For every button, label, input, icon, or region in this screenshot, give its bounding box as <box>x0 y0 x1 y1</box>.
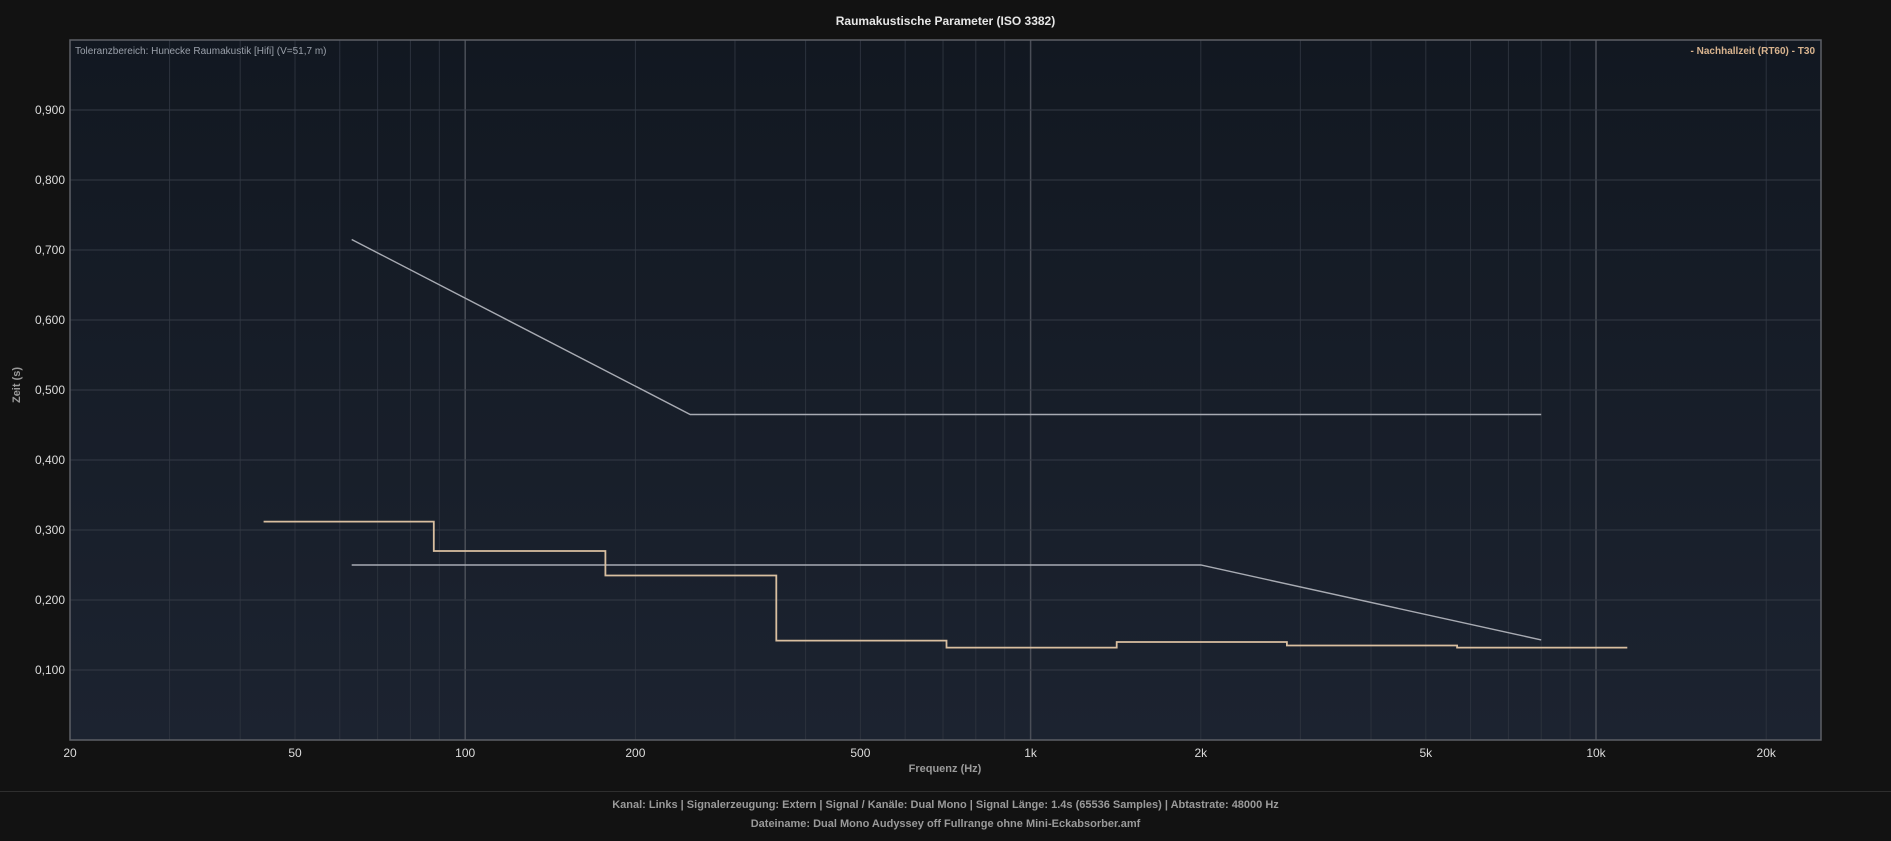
x-tick-label: 1k <box>1024 746 1038 760</box>
x-tick-label: 10k <box>1586 746 1606 760</box>
tolerance-upper-line <box>351 238 1542 416</box>
tolerance-label: Toleranzbereich: Hunecke Raumakustik [Hi… <box>75 46 327 57</box>
x-tick-label: 20k <box>1757 746 1777 760</box>
y-tick-label: 0,200 <box>35 593 65 607</box>
rt60-t30-series-line <box>263 520 1628 649</box>
plot-frame <box>69 39 1822 741</box>
y-tick-label: 0,300 <box>35 523 65 537</box>
tolerance-band <box>351 238 1542 641</box>
x-axis-label: Frequenz (Hz) <box>909 763 982 775</box>
footer-filename: Dateiname: Dual Mono Audyssey off Fullra… <box>750 818 1141 830</box>
footer-info: Kanal: Links | Signalerzeugung: Extern |… <box>612 799 1279 811</box>
y-tick-label: 0,900 <box>35 103 65 117</box>
y-tick-label: 0,800 <box>35 173 65 187</box>
x-tick-label: 200 <box>625 746 645 760</box>
tolerance-lower-line <box>351 564 1542 641</box>
x-tick-label: 100 <box>455 746 475 760</box>
x-tick-label: 5k <box>1419 746 1433 760</box>
series-layer <box>263 520 1628 649</box>
x-tick-label: 500 <box>850 746 870 760</box>
grid <box>70 40 1821 740</box>
x-axis-ticks: 20 50 100 200 500 1k 2k 5k 10k 20k <box>63 746 1777 760</box>
y-tick-label: 0,100 <box>35 663 65 677</box>
x-tick-label: 20 <box>63 746 77 760</box>
y-tick-label: 0,400 <box>35 453 65 467</box>
y-axis-label: Zeit (s) <box>11 367 23 403</box>
chart-title: Raumakustische Parameter (ISO 3382) <box>835 14 1056 28</box>
y-tick-label: 0,700 <box>35 243 65 257</box>
x-tick-label: 2k <box>1194 746 1208 760</box>
footer-divider <box>0 791 1891 792</box>
legend-entry: - Nachhallzeit (RT60) - T30 <box>1691 46 1816 57</box>
y-tick-label: 0,600 <box>35 313 65 327</box>
chart-area: 0,100 0,200 0,300 0,400 0,500 0,600 0,700 0,800… <box>11 39 1822 775</box>
y-axis-ticks: 0,100 0,200 0,300 0,400 0,500 0,600 0,700 0,800… <box>35 103 65 677</box>
y-tick-label: 0,500 <box>35 383 65 397</box>
x-tick-label: 50 <box>288 746 302 760</box>
